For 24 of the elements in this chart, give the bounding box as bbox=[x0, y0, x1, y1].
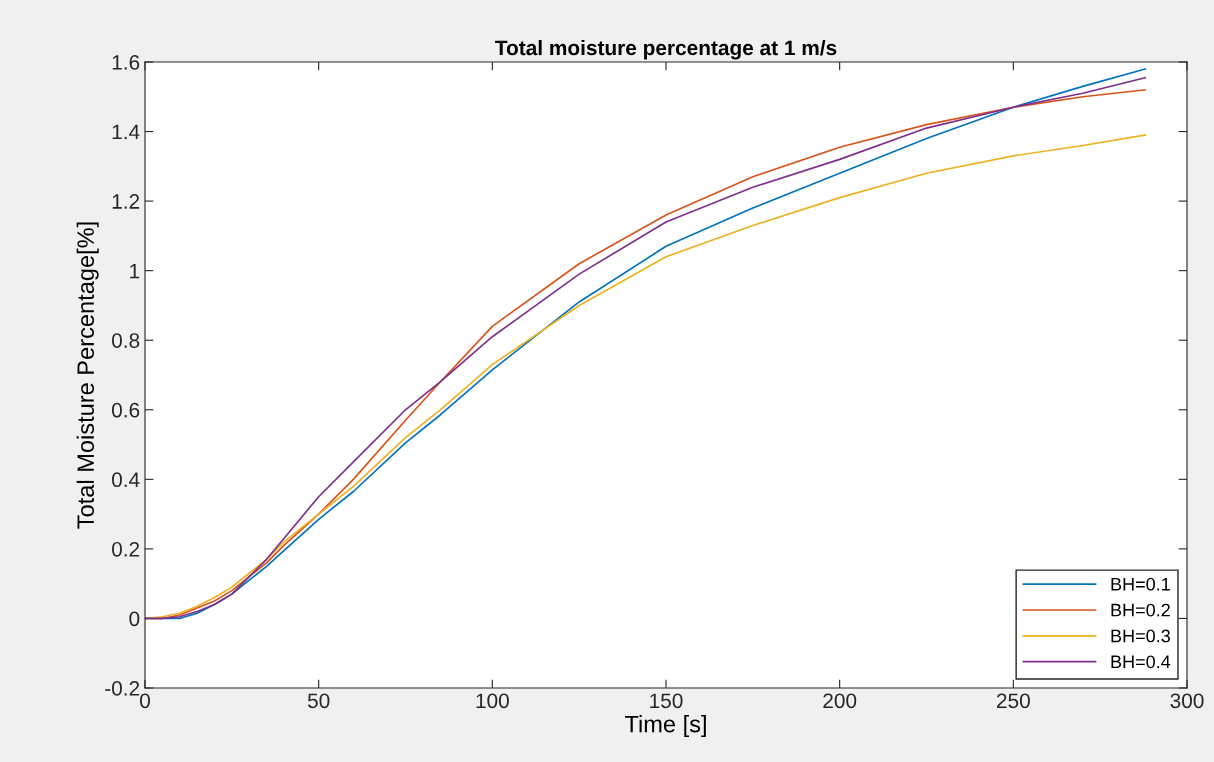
y-tick-label: 1.4 bbox=[112, 124, 140, 140]
chart-title: Total moisture percentage at 1 m/s bbox=[495, 39, 837, 60]
y-tick-label: 0.4 bbox=[111, 472, 140, 488]
y-tick-label: 1.6 bbox=[112, 55, 140, 70]
legend-label: BH=0.4 bbox=[1111, 655, 1171, 669]
x-tick-label: 200 bbox=[823, 693, 857, 709]
x-tick-label: 250 bbox=[997, 693, 1030, 709]
y-tick-label: 1 bbox=[130, 263, 140, 279]
legend-label: BH=0.1 bbox=[1111, 577, 1170, 591]
y-tick-label: 1.2 bbox=[112, 194, 140, 209]
y-axis-title: Total Moisture Percentage[%] bbox=[76, 222, 99, 529]
x-tick-label: 50 bbox=[307, 693, 330, 709]
legend-label: BH=0.3 bbox=[1111, 629, 1170, 643]
x-tick-label: 0 bbox=[140, 693, 150, 709]
x-tick-label: 100 bbox=[476, 693, 509, 709]
y-tick-label: 0.8 bbox=[111, 333, 140, 348]
y-tick-label: -0.2 bbox=[105, 681, 140, 696]
y-tick-label: 0.2 bbox=[111, 541, 140, 557]
y-tick-label: 0 bbox=[129, 611, 140, 627]
x-tick-label: 300 bbox=[1170, 693, 1204, 709]
x-tick-label: 150 bbox=[650, 693, 683, 709]
x-axis-title: Time [s] bbox=[625, 715, 706, 738]
y-tick-label: 0.6 bbox=[111, 402, 140, 418]
legend-label: BH=0.2 bbox=[1111, 603, 1170, 617]
